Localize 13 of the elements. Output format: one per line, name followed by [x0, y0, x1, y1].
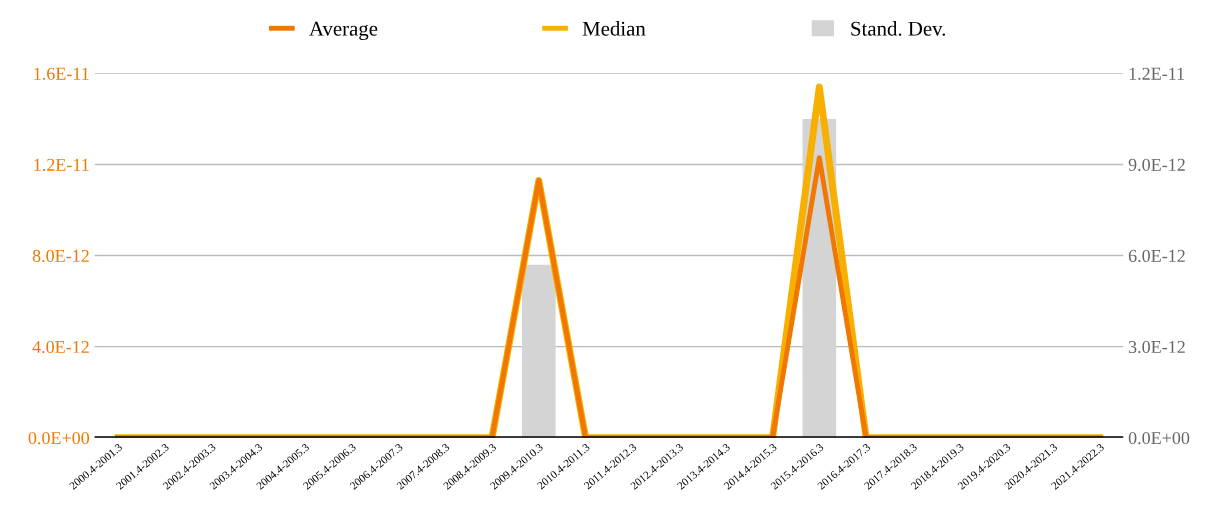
y-tick-label: 0.0E+00: [28, 431, 90, 445]
y2-tick-label: 9.0E-12: [1128, 158, 1185, 171]
y2-tick-label: 0.0E+00: [1128, 431, 1190, 445]
legend-label: Average: [309, 21, 378, 41]
legend-label: Stand. Dev.: [851, 21, 946, 36]
legend-label: Median: [582, 21, 646, 36]
y2-tick-label: 3.0E-12: [1128, 340, 1185, 354]
y-tick-label: 4.0E-12: [32, 340, 89, 354]
y-tick-label: 1.6E-11: [34, 67, 89, 80]
y-tick-label: 1.2E-11: [34, 158, 89, 171]
y-tick-label: 8.0E-12: [32, 249, 89, 263]
y2-tick-label: 1.2E-11: [1129, 67, 1185, 80]
y2-tick-label: 6.0E-12: [1128, 249, 1185, 263]
